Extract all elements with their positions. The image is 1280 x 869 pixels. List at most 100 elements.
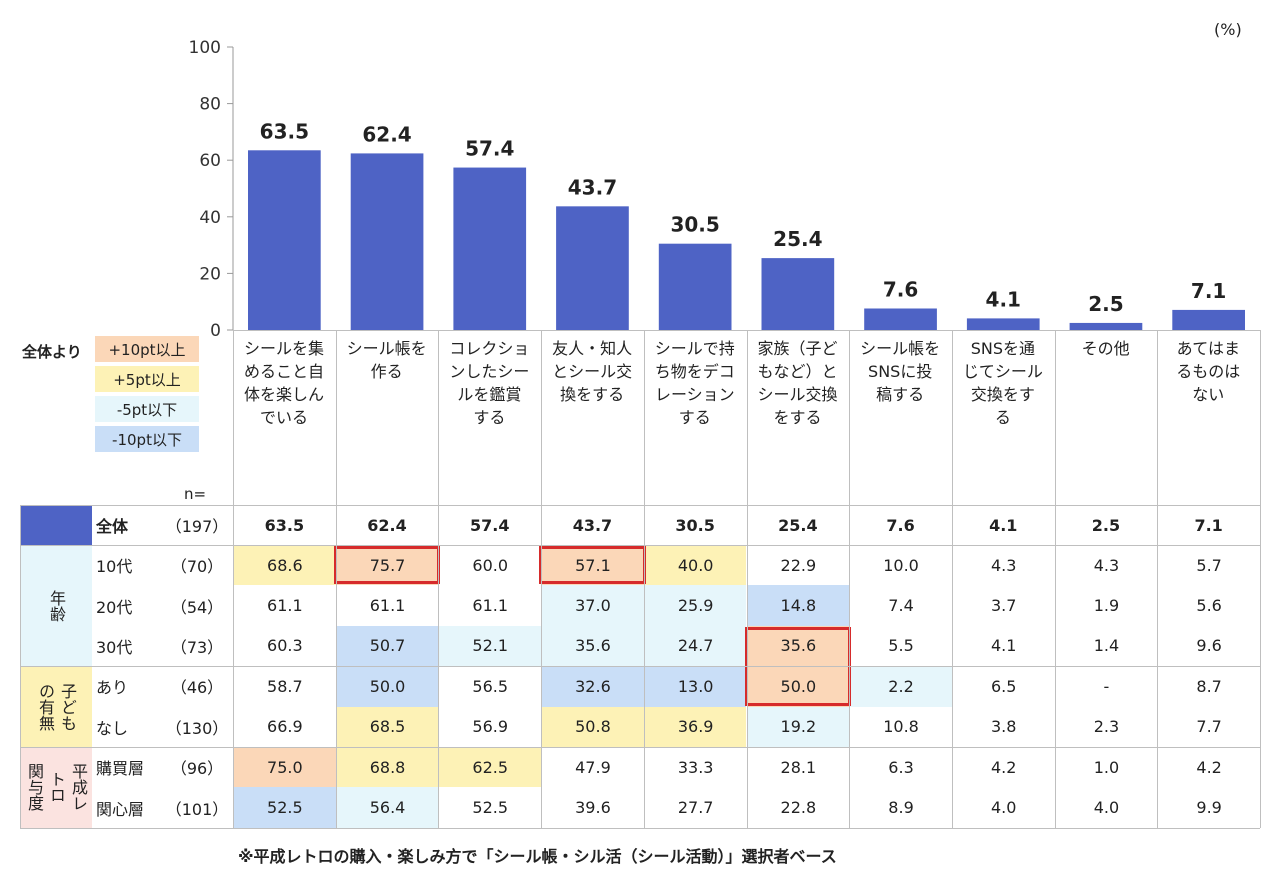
table-cell: 25.4 [778,515,818,535]
bar [1172,309,1245,330]
row-n: （46） [170,678,224,698]
row-label: 30代 [96,637,133,657]
bar [864,308,937,330]
y-tick-label: 100 [189,38,221,58]
table-cell: 7.6 [886,515,915,535]
table-cell: 66.9 [267,717,303,737]
table-cell: 56.9 [472,717,509,737]
table-cell: 35.6 [747,625,850,667]
table-cell: 32.6 [542,666,644,707]
bar-value-label: 63.5 [260,119,309,143]
bar-value-label: 7.6 [883,277,918,301]
bar-value-label: 25.4 [773,227,822,251]
table-cell: 40.0 [644,545,747,586]
grid-line [1260,330,1261,828]
table-cell: 62.5 [439,747,542,788]
y-tick-label: 60 [199,151,221,171]
legend-item: -5pt以下 [95,396,199,422]
table-cell: 75.7 [336,545,439,586]
table-cell: 10.0 [883,555,919,575]
row-n: （197） [165,517,229,536]
legend-item: -10pt以下 [95,426,199,452]
table-cell: 6.5 [991,676,1017,696]
bar [761,258,835,330]
table-cell: 4.1 [989,515,1018,535]
table-cell: 4.2 [991,757,1017,777]
grid-line [335,330,337,828]
bar [966,318,1040,330]
table-cell: 22.8 [780,798,817,818]
table-cell: 43.7 [572,515,613,535]
row-n: （54） [170,597,224,617]
unit-label: (%) [1214,20,1242,39]
bar-value-label: 57.4 [465,137,514,161]
table-cell: 36.9 [644,706,747,747]
grid-line [541,330,543,828]
table-cell: 7.4 [888,596,914,616]
bar [350,153,424,330]
table-cell: 8.9 [888,798,914,818]
table-cell: 50.7 [336,625,439,667]
row-label: 関心層 [96,799,145,819]
grid-line [1157,330,1159,828]
table-cell: 3.7 [991,596,1017,616]
table-cell: 58.7 [267,676,303,696]
grid-line [20,666,1260,668]
bar [453,167,527,330]
table-cell: 52.1 [439,625,542,667]
table-cell: 60.3 [267,636,303,656]
grid-line [951,330,953,828]
table-cell: 63.5 [264,515,305,535]
table-cell: 13.0 [644,666,747,707]
row-label: あり [96,678,129,698]
table-cell: 50.0 [336,666,439,707]
category-label: SNSを通 じてシール 交換をす る [962,339,1043,427]
table-cell: 8.7 [1196,676,1222,696]
row-n: （96） [170,759,224,779]
grid-line [438,330,440,828]
table-cell: 6.3 [888,757,914,777]
table-cell: 52.5 [472,798,509,818]
row-label: 購買層 [96,759,145,779]
bar-value-label: 2.5 [1088,292,1123,316]
table-cell: 50.8 [542,706,644,747]
bar [248,150,321,330]
bar [556,206,629,330]
table-cell: 4.1 [991,636,1017,656]
row-n: （130） [165,718,229,738]
row-label: 全体 [96,517,129,536]
grid-line [233,330,234,828]
bar-value-label: 4.1 [986,287,1021,311]
table-cell: 60.0 [472,555,509,575]
footnote: ※平成レトロの購入・楽しみ方で「シール帳・シル活（シール活動）」選択者ベース [238,847,837,866]
table-cell: 5.5 [888,636,914,656]
grid-line [746,330,748,828]
row-label: 10代 [96,557,133,577]
table-cell: 61.1 [369,596,406,616]
table-cell: 27.7 [677,798,714,818]
row-n: （70） [170,557,224,577]
group-label: 子ども の有無 [20,666,92,747]
category-label: シール帳を SNSに投 稿する [860,339,941,404]
table-cell: 9.9 [1196,798,1222,818]
table-cell: 14.8 [747,585,850,626]
table-cell: 56.4 [336,787,439,828]
bar-value-label: 30.5 [670,213,719,237]
grid-line [849,330,851,828]
table-cell: 1.4 [1093,636,1120,656]
n-label: n= [184,485,207,503]
table-cell: 5.6 [1196,596,1222,616]
table-cell: 2.5 [1091,515,1121,535]
table-cell: 56.5 [472,676,509,696]
table-cell: 1.9 [1093,596,1120,616]
grid-line [20,545,1260,546]
group-label: 平成レ トロ 関与度 [20,747,92,828]
table-cell: 33.3 [677,757,714,777]
table-cell: 4.3 [1093,555,1120,575]
table-cell: 9.6 [1196,636,1222,656]
bar-value-label: 43.7 [568,175,617,199]
table-cell: 7.7 [1196,717,1222,737]
y-tick-label: 0 [210,321,221,341]
table-cell: 5.7 [1196,555,1222,575]
table-cell: 68.6 [234,545,336,586]
